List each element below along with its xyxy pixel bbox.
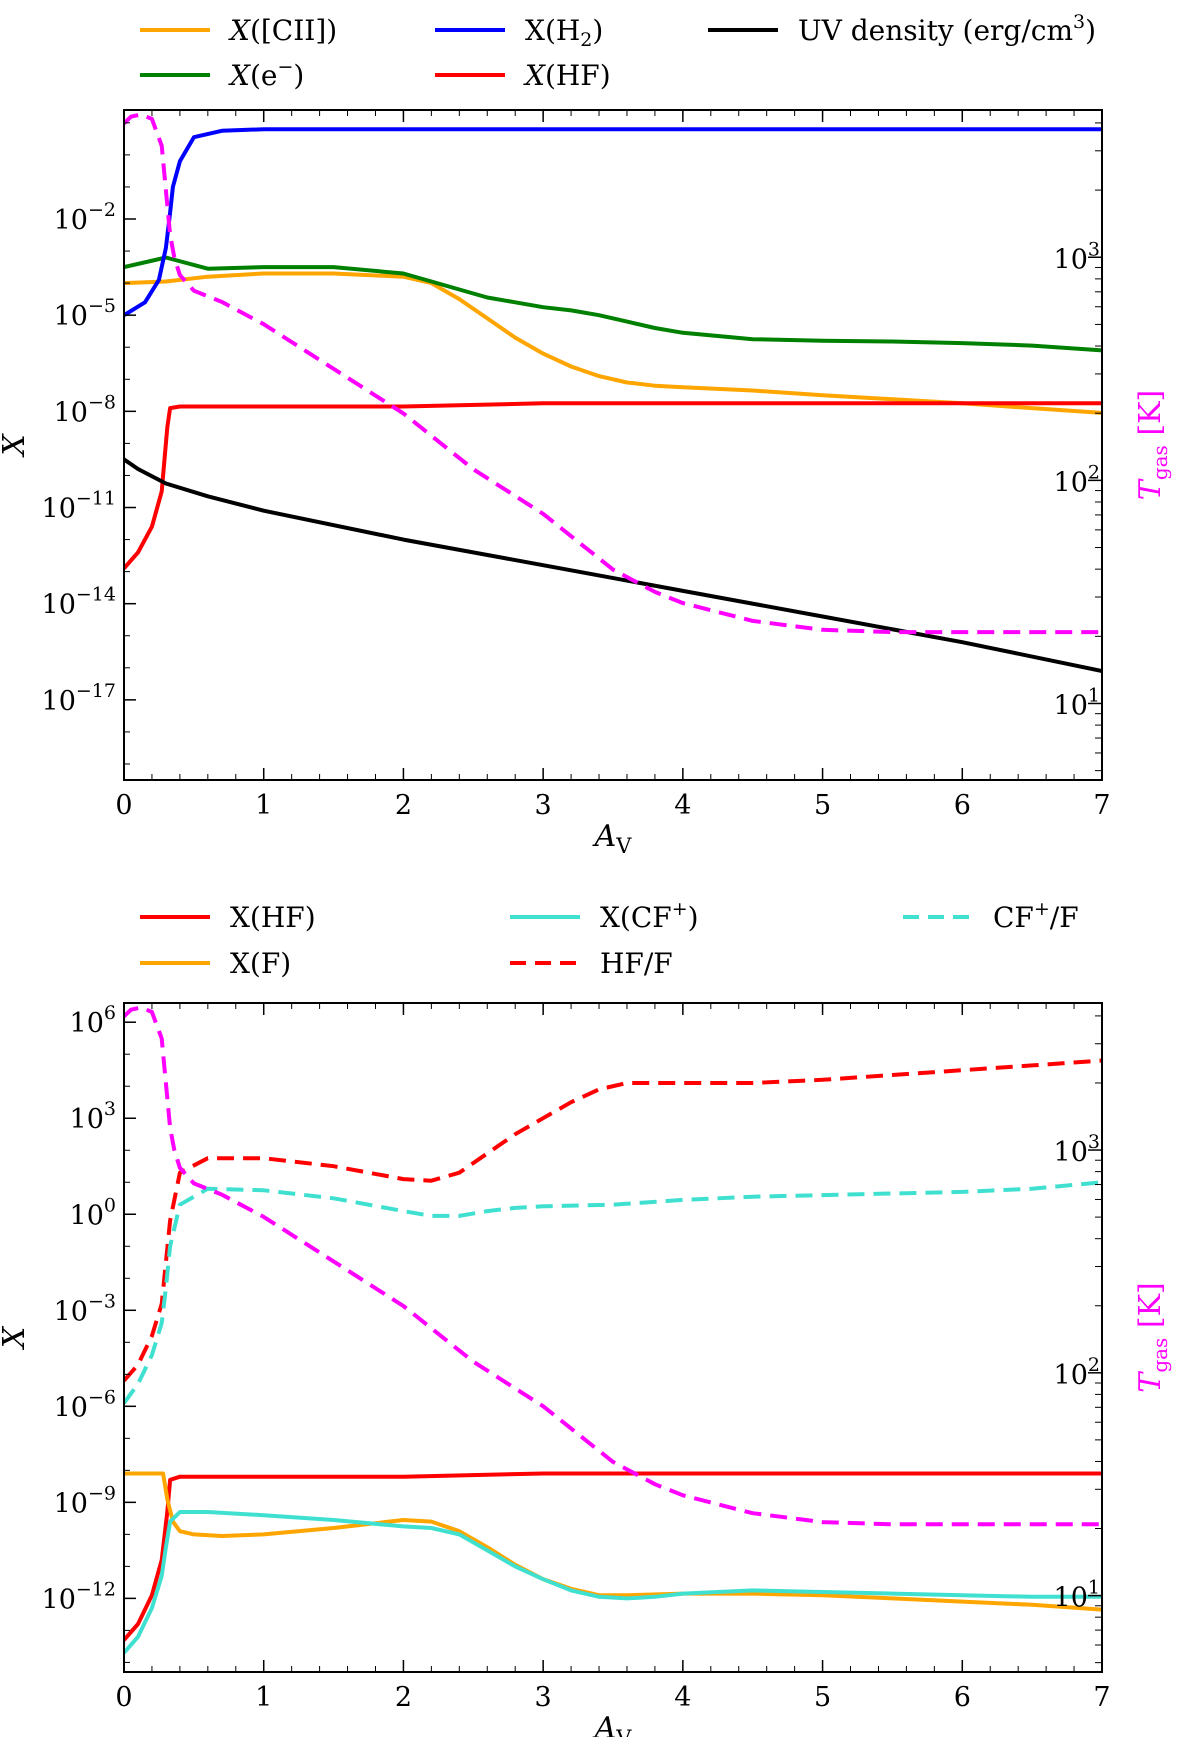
legend: X(HF) X(CF+) CF+/F X(F) HF/F — [140, 898, 1079, 980]
x-tick-label: 5 — [814, 790, 831, 821]
series-line-6 — [124, 1005, 1102, 1527]
x-tick-label: 5 — [814, 1682, 831, 1713]
y2-tick-label: 103 — [1054, 1131, 1100, 1168]
x-tick-label: 7 — [1093, 1682, 1110, 1713]
legend-label: HF/F — [600, 947, 673, 980]
y-tick-label: 10−5 — [54, 295, 116, 332]
legend-label: X(e−) — [228, 56, 304, 92]
legend-label: X(H2) — [525, 14, 603, 51]
x-tick-label: 2 — [395, 790, 412, 821]
y2-tick-label: 101 — [1054, 684, 1100, 721]
series-line-5 — [124, 1180, 1102, 1405]
x-tick-label: 6 — [954, 1682, 971, 1713]
y-tick-label: 10−14 — [42, 584, 116, 621]
y-tick-label: 106 — [70, 1002, 116, 1039]
chart-2: 0 1 2 3 4 5 6 7 10−12 10−9 10−6 10−3 100 103 106 101 102… — [0, 898, 1172, 1737]
y-tick-label: 10−3 — [54, 1290, 116, 1327]
y2-tick-label: 101 — [1054, 1577, 1100, 1614]
x-tick-label: 4 — [674, 790, 691, 821]
x-tick-label: 3 — [535, 790, 552, 821]
legend-label: CF+/F — [993, 898, 1079, 934]
y2-tick-label: 102 — [1054, 1354, 1100, 1391]
y-tick-label: 10−12 — [42, 1578, 116, 1615]
y-tick-label: 10−9 — [54, 1482, 116, 1519]
x-tick-label: 4 — [674, 1682, 691, 1713]
y2-tick-label: 102 — [1054, 461, 1100, 498]
y-tick-label: 103 — [70, 1098, 116, 1135]
y-tick-label: 10−17 — [42, 680, 116, 717]
x-tick-label: 0 — [115, 1682, 132, 1713]
axes-frame — [123, 109, 1103, 781]
y-tick-label: 100 — [70, 1194, 116, 1231]
legend-label: X(CF+) — [600, 898, 699, 934]
series-line-4 — [124, 401, 1102, 570]
y2-axis-label: Tgas [K] — [1133, 390, 1172, 500]
series-line-6 — [124, 112, 1102, 635]
series-line-3 — [124, 1510, 1102, 1655]
series-line-2 — [124, 255, 1102, 353]
x-tick-label: 7 — [1093, 790, 1110, 821]
series-line-4 — [124, 1058, 1102, 1383]
x-tick-label: 0 — [115, 790, 132, 821]
x-tick-label: 3 — [535, 1682, 552, 1713]
series-line-2 — [124, 1471, 1102, 1612]
x-tick-label: 6 — [954, 790, 971, 821]
y-tick-label: 10−2 — [54, 199, 116, 236]
y-axis-label: X — [0, 1325, 32, 1350]
legend-label: UV density (erg/cm3) — [798, 11, 1096, 47]
legend: X([CII]) X(H2) UV density (erg/cm3) X(e−) X(… — [140, 11, 1096, 92]
axes-frame — [123, 1002, 1103, 1673]
series-line-5 — [124, 457, 1102, 673]
chart-1: 0 1 2 3 4 5 6 7 10−17 10−14 10−11 10−8 10−5 10−2 101 10… — [0, 11, 1172, 858]
y-tick-label: 10−6 — [54, 1386, 116, 1423]
y-tick-label: 10−11 — [42, 488, 116, 525]
x-tick-label: 1 — [255, 1682, 272, 1713]
legend-label: X([CII]) — [228, 14, 337, 47]
series-line-3 — [124, 127, 1102, 317]
series-line-1 — [124, 271, 1102, 415]
y2-tick-label: 103 — [1054, 238, 1100, 275]
series-line-1 — [124, 1471, 1102, 1642]
series-group — [124, 1005, 1102, 1655]
x-axis-label: AV — [592, 1711, 633, 1737]
legend-label: X(F) — [230, 947, 291, 980]
legend-label: X(HF) — [230, 901, 316, 934]
x-tick-label: 2 — [395, 1682, 412, 1713]
x-tick-label: 1 — [255, 790, 272, 821]
series-group — [124, 112, 1102, 673]
y-axis-label: X — [0, 433, 32, 458]
y2-axis-label: Tgas [K] — [1133, 1282, 1172, 1392]
legend-label: X(HF) — [523, 59, 611, 92]
y-tick-label: 10−8 — [54, 391, 116, 428]
x-axis-label: AV — [592, 819, 633, 858]
